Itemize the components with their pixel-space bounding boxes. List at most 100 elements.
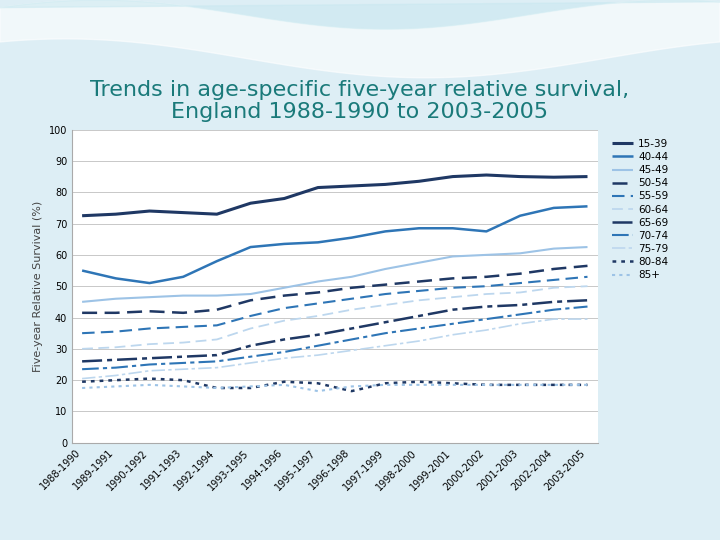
Polygon shape [0,0,720,78]
15-39 [549,174,558,180]
65-69 [583,297,592,303]
55-59 [347,295,356,302]
85+ [314,388,323,394]
40-44 [145,280,154,286]
85+ [449,382,457,388]
65-69 [212,352,221,359]
75-79 [549,316,558,322]
Line: 40-44: 40-44 [82,206,588,283]
80-84 [280,379,289,385]
80-84 [246,384,255,391]
85+ [145,382,154,388]
40-44 [516,212,524,219]
80-84 [549,382,558,388]
15-39 [516,173,524,180]
75-79 [112,372,120,379]
15-39 [347,183,356,189]
75-79 [482,327,491,333]
15-39 [449,173,457,180]
45-49 [145,294,154,300]
75-79 [449,332,457,338]
45-49 [381,266,390,272]
40-44 [347,234,356,241]
45-49 [314,278,323,285]
75-79 [246,360,255,366]
50-54 [145,308,154,314]
60-64 [415,297,423,303]
80-84 [516,382,524,388]
65-69 [112,356,120,363]
45-49 [112,295,120,302]
50-54 [78,309,86,316]
40-44 [246,244,255,251]
70-74 [246,353,255,360]
Line: 80-84: 80-84 [82,379,588,391]
55-59 [179,323,187,330]
45-49 [583,244,592,251]
Line: 55-59: 55-59 [82,277,588,333]
Line: 70-74: 70-74 [82,307,588,369]
70-74 [179,360,187,366]
70-74 [145,361,154,368]
75-79 [179,366,187,373]
80-84 [347,388,356,394]
40-44 [482,228,491,234]
80-84 [482,382,491,388]
Text: England 1988-1990 to 2003-2005: England 1988-1990 to 2003-2005 [171,102,549,122]
70-74 [415,325,423,332]
65-69 [549,299,558,305]
55-59 [212,322,221,328]
40-44 [583,203,592,210]
70-74 [583,303,592,310]
60-64 [449,294,457,300]
60-64 [482,291,491,297]
55-59 [482,283,491,289]
Line: 65-69: 65-69 [82,300,588,361]
65-69 [516,302,524,308]
50-54 [482,274,491,280]
65-69 [246,342,255,349]
15-39 [280,195,289,202]
50-54 [179,309,187,316]
15-39 [583,173,592,180]
15-39 [78,212,86,219]
85+ [516,382,524,388]
75-79 [314,352,323,359]
45-49 [347,274,356,280]
Line: 15-39: 15-39 [82,175,588,215]
85+ [112,383,120,390]
45-49 [549,245,558,252]
65-69 [415,313,423,319]
Y-axis label: Five-year Relative Survival (%): Five-year Relative Survival (%) [33,200,43,372]
85+ [347,383,356,390]
50-54 [381,281,390,288]
75-79 [415,338,423,345]
75-79 [280,355,289,361]
55-59 [583,274,592,280]
75-79 [583,316,592,322]
75-79 [381,342,390,349]
65-69 [78,358,86,365]
60-64 [549,285,558,291]
65-69 [347,325,356,332]
65-69 [482,303,491,310]
40-44 [78,267,86,274]
60-64 [179,339,187,346]
40-44 [280,241,289,247]
80-84 [112,377,120,383]
80-84 [179,377,187,383]
85+ [78,384,86,391]
85+ [549,382,558,388]
85+ [482,382,491,388]
40-44 [381,228,390,234]
65-69 [314,332,323,338]
70-74 [112,364,120,371]
50-54 [112,309,120,316]
Line: 50-54: 50-54 [82,266,588,313]
55-59 [381,291,390,297]
60-64 [583,283,592,289]
60-64 [78,346,86,352]
55-59 [78,330,86,336]
45-49 [78,299,86,305]
15-39 [179,210,187,216]
